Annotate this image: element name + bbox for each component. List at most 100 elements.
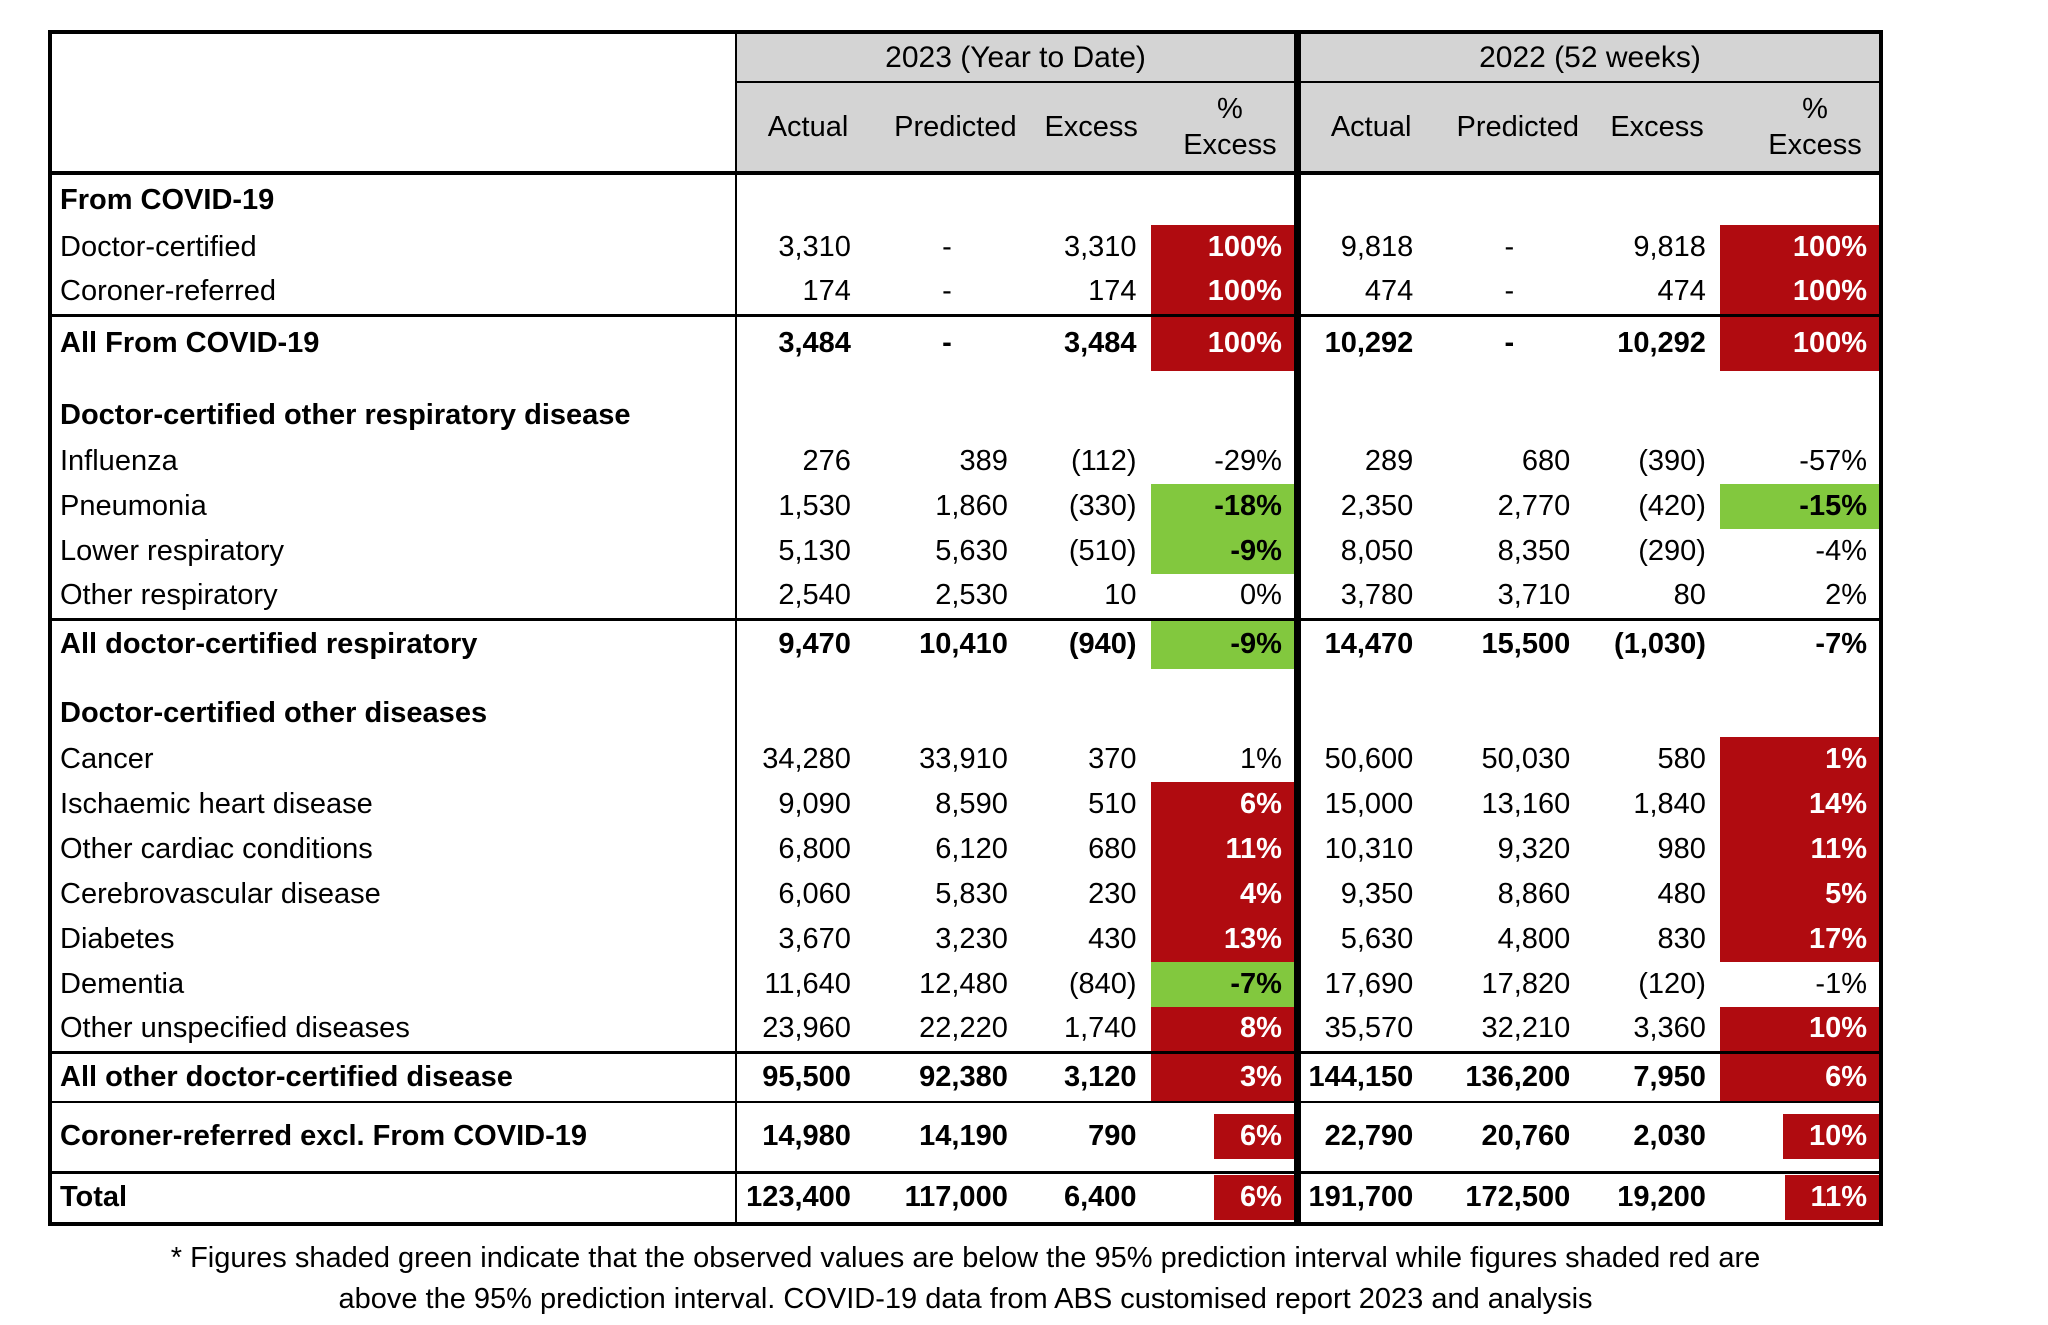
row-label: Coroner-referred excl. From COVID-19 [50,1102,738,1174]
cell-2022-actual: 10,310 [1293,827,1442,872]
cell-2023-predicted: - [942,327,952,360]
cell-2022-actual [1293,173,1442,225]
row-label: Dementia [50,962,738,1007]
cell-2022-pct-excess: 11% [1719,827,1881,872]
cell-2022-excess: 10,292 [1617,327,1706,360]
cell-2022-actual: 9,350 [1293,872,1442,917]
cell-2022-predicted: - [1504,327,1515,360]
cell-2022-actual: 35,570 [1293,1007,1442,1054]
cell-2022-pct-excess: 2% [1719,574,1881,621]
cell-2023-excess [1032,371,1151,391]
cell-2022-pct-excess [1720,371,1881,391]
cell-2022-actual [1293,669,1442,689]
row-label: Diabetes [50,917,738,962]
cell-2022-excess: (120) [1638,968,1706,1000]
section-header-row: Doctor-certified other diseases [50,689,1881,737]
footnote: * Figures shaded green indicate that the… [48,1238,1883,1320]
cell-2022-excess [1594,371,1720,391]
col-header-2022-actual: Actual [1293,82,1442,175]
table-row: Dementia 11,640 12,480 (840) -7% 17,690 17,820… [50,962,1881,1007]
cell-2022-predicted: 13,160 [1481,788,1571,820]
cell-2023-actual [736,669,879,689]
cell-2022-predicted [1441,669,1594,689]
total-row: Total 123,400 117,000 6,400 6% 191,700 172,500… [50,1172,1881,1224]
cell-2022-predicted: 15,500 [1481,628,1571,661]
cell-2022-pct-excess: 10% [1719,1007,1881,1054]
cell-2023-actual: 276 [802,445,851,477]
cell-2022-predicted: 8,350 [1497,535,1571,567]
cell-2022-pct-excess: 100% [1719,225,1881,270]
cell-2022-actual: 14,470 [1293,619,1442,669]
cell-2022-predicted: 136,200 [1441,1052,1595,1103]
cell-2023-pct-excess [1151,669,1298,689]
cell-2023-predicted: 12,480 [919,968,1008,1000]
cell-2023-predicted [879,391,1032,439]
cell-2023-excess: (840) [1068,968,1137,1000]
excess-mortality-table-grid: 2023 (Year to Date) 2022 (52 weeks) Actu… [48,30,1883,1226]
cell-2022-pct-excess [1720,391,1881,439]
cell-2022-predicted: - [1504,231,1515,263]
cell-2023-predicted [879,371,1032,391]
cell-2023-actual: 174 [736,270,879,317]
row-label: Lower respiratory [50,529,738,574]
section-header: Doctor-certified other respiratory disea… [50,391,738,439]
cell-2022-actual: 2,350 [1293,484,1442,529]
corner-cell [50,32,738,175]
total-row: Coroner-referred excl. From COVID-19 14,9… [50,1102,1881,1174]
cell-2023-excess [1032,391,1151,439]
cell-2023-excess [1032,669,1151,689]
cell-2023-predicted: 22,220 [878,1007,1032,1054]
table-row: Coroner-referred 174-174 100% 474-474 100% [50,270,1881,317]
row-label [50,669,738,689]
cell-2023-actual: 34,280 [762,743,851,775]
row-label: All From COVID-19 [50,315,738,371]
cell-2023-excess: 174 [1031,270,1151,317]
cell-2023-excess [1032,173,1151,225]
pct-excess-label: % Excess [1183,93,1277,161]
cell-2023-pct-excess [1151,173,1298,225]
row-label: All other doctor-certified disease [50,1052,738,1103]
spacer-row [50,371,1881,391]
cell-2023-excess: 430 [1088,923,1137,955]
cell-2023-excess: 790 [1031,1102,1151,1174]
cell-2022-pct-excess: 100% [1719,270,1881,317]
cell-2023-predicted: - [878,270,1032,317]
col-header-2023-pct-excess: % Excess [1150,82,1298,175]
cell-2022-pct-excess: 100% [1719,315,1881,371]
cell-2023-excess [1032,689,1151,737]
total-row: All doctor-certified respiratory 9,470 10,… [50,619,1881,669]
cell-2022-excess: 980 [1657,833,1706,865]
cell-2022-predicted: 8,860 [1497,878,1571,910]
total-row: All other doctor-certified disease 95,500… [50,1052,1881,1103]
table-row: Lower respiratory 5,130 5,630 (510) -9% 8,050… [50,529,1881,574]
cell-2022-actual [1293,391,1442,439]
cell-2022-excess: 19,200 [1617,1181,1706,1214]
cell-2023-pct-excess: -29% [1214,445,1282,477]
cell-2022-pct-excess: 10% [1719,1102,1881,1174]
cell-2023-actual: 23,960 [736,1007,879,1054]
cell-2022-actual: 289 [1293,439,1442,484]
cell-2022-predicted: 680 [1521,445,1571,477]
pct-excess-label: % Excess [1768,93,1862,161]
cell-2023-pct-excess: 6% [1150,782,1298,827]
cell-2022-actual: 9,818 [1293,225,1442,270]
cell-2022-excess [1594,391,1720,439]
cell-2022-excess: 474 [1594,270,1720,317]
cell-2022-pct-excess: -7% [1815,628,1867,661]
cell-2023-pct-excess: 100% [1150,270,1298,317]
cell-2022-excess: 80 [1594,574,1720,621]
cell-2022-pct-excess: 17% [1719,917,1881,962]
cell-2023-pct-excess: 8% [1150,1007,1298,1054]
cell-2023-actual: 3,484 [778,327,851,360]
cell-2023-pct-excess: 3% [1150,1052,1298,1103]
cell-2023-predicted [879,173,1032,225]
row-label: Doctor-certified [50,225,738,270]
cell-2022-actual: 10,292 [1293,315,1442,371]
cell-2023-pct-excess: 6% [1150,1102,1298,1174]
cell-2022-predicted: 50,030 [1481,743,1571,775]
cell-2023-predicted: 8,590 [935,788,1008,820]
row-label: Pneumonia [50,484,738,529]
table-row: Pneumonia 1,530 1,860 (330) -18% 2,350 2,770 (4… [50,484,1881,529]
row-label: All doctor-certified respiratory [50,619,738,669]
cell-2023-excess: (330) [1068,490,1137,522]
